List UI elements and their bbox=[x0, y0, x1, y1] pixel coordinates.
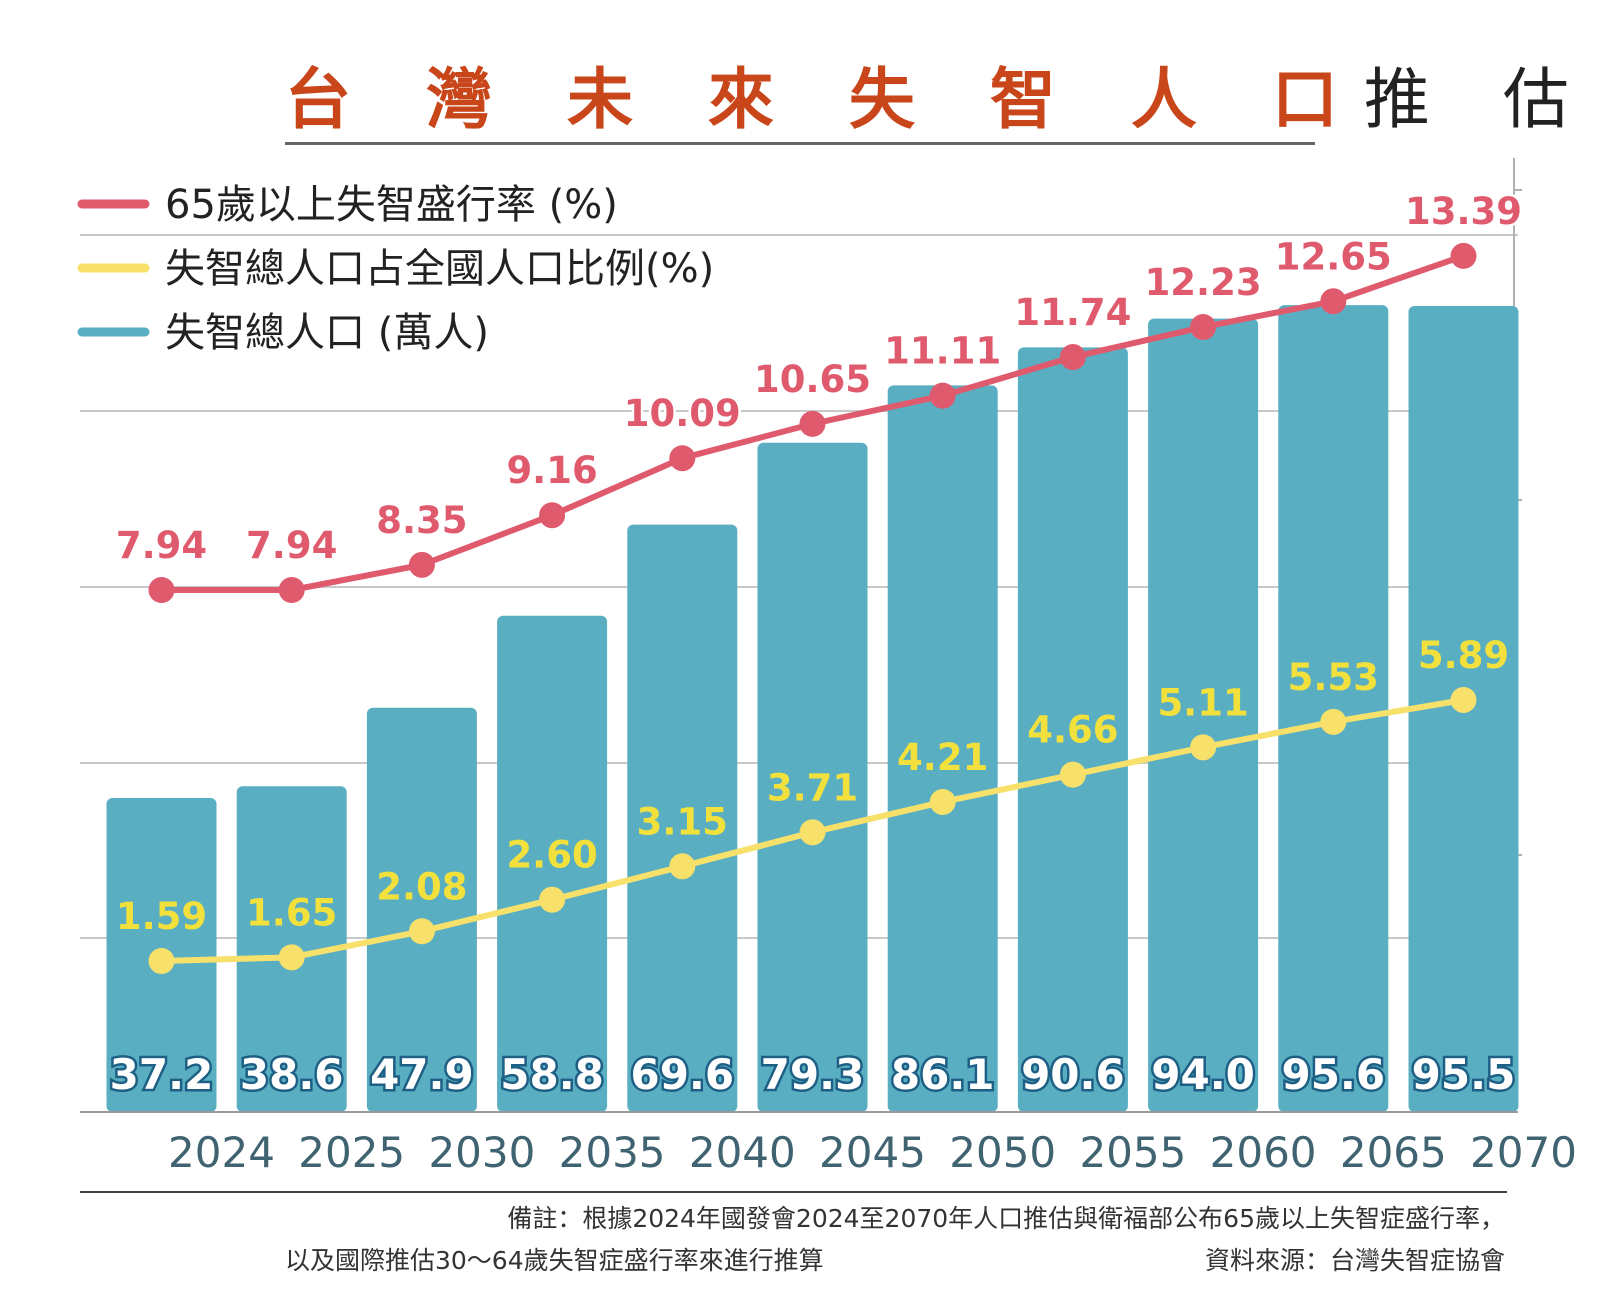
bar-value-label: 47.9 bbox=[370, 1050, 474, 1099]
bar-value-label: 95.5 bbox=[1412, 1050, 1516, 1099]
bar bbox=[497, 615, 608, 1112]
prevalence-point bbox=[1059, 344, 1086, 371]
chart-title-rest: 推 估 bbox=[1363, 61, 1595, 138]
share-label: 5.11 bbox=[1157, 681, 1248, 724]
x-tick-label: 2030 bbox=[428, 1128, 535, 1177]
bar bbox=[887, 385, 998, 1112]
legend-label: 失智總人口 (萬人) bbox=[165, 310, 489, 356]
share-point bbox=[408, 918, 435, 945]
title-underline bbox=[285, 142, 1315, 145]
prevalence-point bbox=[278, 577, 305, 603]
prevalence-point bbox=[1450, 242, 1477, 269]
x-tick-label: 2055 bbox=[1079, 1128, 1186, 1177]
footnote-line-2: 以及國際推估30～64歲失智症盛行率來進行推算 bbox=[285, 1246, 824, 1275]
share-label: 1.59 bbox=[116, 895, 207, 938]
x-tick-label: 2060 bbox=[1210, 1128, 1317, 1177]
prevalence-label: 12.23 bbox=[1145, 261, 1262, 304]
share-point bbox=[929, 788, 956, 815]
prevalence-label: 10.09 bbox=[624, 392, 741, 435]
prevalence-label: 10.65 bbox=[754, 358, 871, 401]
bar-value-label: 38.6 bbox=[240, 1050, 344, 1099]
x-tick-label: 2024 bbox=[168, 1128, 275, 1177]
prevalence-point bbox=[148, 577, 175, 603]
bar-value-label: 58.8 bbox=[500, 1050, 604, 1099]
share-point bbox=[799, 819, 826, 846]
share-point bbox=[1059, 761, 1086, 788]
prevalence-point bbox=[669, 445, 696, 472]
legend-label: 65歲以上失智盛行率 (%) bbox=[165, 182, 618, 228]
share-point bbox=[278, 944, 305, 971]
prevalence-point bbox=[929, 382, 956, 409]
prevalence-label: 13.39 bbox=[1405, 190, 1522, 233]
chart: 37.2 38.6 47.9 58.8 69.6 79.3 86.1 90.6 94.0 95.6… bbox=[77, 158, 1577, 1177]
bar bbox=[1278, 305, 1389, 1112]
chart-title: 台 灣 未 來 失 智 人 口推 估 bbox=[285, 58, 1569, 142]
share-label: 2.08 bbox=[376, 865, 467, 908]
share-label: 1.65 bbox=[246, 891, 337, 934]
prevalence-label: 12.65 bbox=[1275, 235, 1392, 278]
source-note: 資料來源：台灣失智症協會 bbox=[1204, 1246, 1505, 1275]
bar bbox=[757, 442, 868, 1112]
bar-value-label: 79.3 bbox=[761, 1050, 865, 1099]
prevalence-point bbox=[408, 551, 435, 578]
prevalence-label: 8.35 bbox=[376, 499, 467, 542]
prevalence-label: 7.94 bbox=[116, 524, 207, 567]
x-tick-label: 2050 bbox=[949, 1128, 1056, 1177]
prevalence-point bbox=[799, 410, 826, 437]
x-tick-label: 2040 bbox=[689, 1128, 796, 1177]
prevalence-point bbox=[539, 502, 566, 529]
prevalence-label: 9.16 bbox=[506, 449, 597, 492]
prevalence-point bbox=[1320, 288, 1347, 315]
prevalence-label: 7.94 bbox=[246, 524, 337, 567]
share-label: 4.21 bbox=[897, 736, 988, 779]
share-point bbox=[1320, 708, 1347, 735]
share-label: 4.66 bbox=[1027, 709, 1118, 752]
x-tick-label: 2035 bbox=[559, 1128, 666, 1177]
prevalence-label: 11.11 bbox=[884, 330, 1001, 373]
bar bbox=[627, 524, 738, 1112]
share-label: 2.60 bbox=[506, 834, 597, 877]
bar-value-label: 95.6 bbox=[1281, 1050, 1385, 1099]
share-label: 3.15 bbox=[637, 800, 728, 843]
prevalence-label: 11.74 bbox=[1014, 291, 1131, 334]
legend-label: 失智總人口占全國人口比例(%) bbox=[165, 246, 714, 292]
chart-title-accent: 台 灣 未 來 失 智 人 口 bbox=[285, 61, 1364, 138]
x-tick-label: 2045 bbox=[819, 1128, 926, 1177]
share-point bbox=[148, 948, 175, 974]
share-point bbox=[1450, 686, 1477, 713]
x-tick-label: 2065 bbox=[1340, 1128, 1447, 1177]
share-label: 3.71 bbox=[767, 766, 858, 809]
bar-value-label: 69.6 bbox=[630, 1050, 734, 1099]
bar-value-label: 86.1 bbox=[891, 1050, 995, 1099]
bar bbox=[1148, 318, 1259, 1112]
footnote-divider bbox=[80, 1191, 1507, 1193]
bar-value-label: 94.0 bbox=[1151, 1050, 1255, 1099]
share-point bbox=[539, 886, 566, 913]
x-tick-label: 2025 bbox=[298, 1128, 405, 1177]
footnote-line-1: 備註：根據2024年國發會2024至2070年人口推估與衛福部公布65歲以上失智… bbox=[507, 1204, 1505, 1233]
x-tick-label: 2070 bbox=[1470, 1128, 1577, 1177]
bar-value-label: 37.2 bbox=[110, 1050, 214, 1099]
share-label: 5.89 bbox=[1418, 634, 1509, 677]
prevalence-point bbox=[1190, 314, 1217, 341]
bar bbox=[366, 707, 477, 1112]
bar-value-label: 90.6 bbox=[1021, 1050, 1125, 1099]
share-label: 5.53 bbox=[1288, 656, 1379, 699]
share-point bbox=[669, 853, 696, 880]
bar bbox=[1017, 347, 1128, 1112]
share-point bbox=[1190, 734, 1217, 761]
